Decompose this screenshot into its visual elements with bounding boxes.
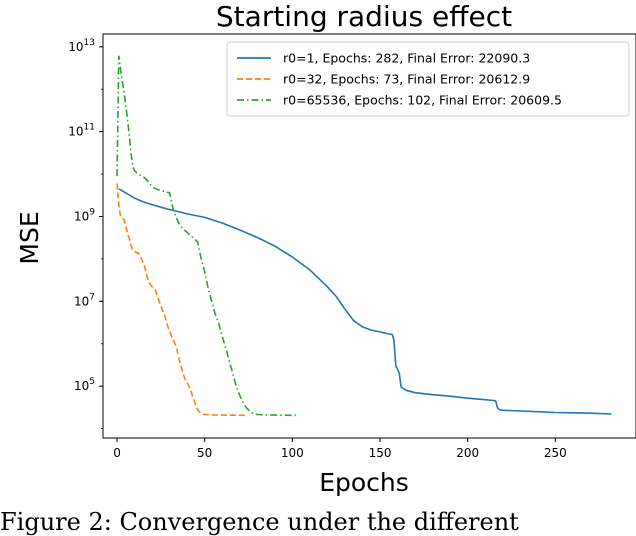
plot-frame [102, 33, 636, 439]
legend-label-1: r0=1, Epochs: 282, Final Error: 22090.3 [283, 51, 530, 66]
legend-box [226, 41, 630, 117]
y-tick-label: 1011 [68, 123, 95, 139]
series-layer [116, 55, 612, 417]
y-tick-label: 109 [74, 207, 95, 223]
series-line-1 [118, 188, 612, 415]
legend-label-2: r0=32, Epochs: 73, Final Error: 20612.9 [283, 72, 530, 87]
figure-caption: Figure 2: Convergence under the differen… [0, 508, 519, 536]
x-axis-title: Epochs [319, 468, 409, 497]
y-tick-label: 107 [74, 292, 95, 308]
x-tick-label: 50 [197, 446, 212, 460]
x-tick-label: 200 [456, 446, 479, 460]
x-tick-label: 150 [369, 446, 392, 460]
y-tick-label: 105 [74, 377, 95, 393]
x-tick-label: 250 [544, 446, 567, 460]
plot-area [102, 33, 636, 439]
y-ticks: 105 107 109 1011 1013 [68, 38, 103, 429]
legend: r0=1, Epochs: 282, Final Error: 22090.3 r… [226, 41, 630, 117]
chart-title: Starting radius effect [216, 0, 512, 33]
x-tick-label: 0 [113, 446, 121, 460]
chart: Starting radius effect 0 50 100 150 200 250 1… [15, 0, 636, 497]
y-tick-label: 1013 [68, 38, 95, 54]
legend-label-3: r0=65536, Epochs: 102, Final Error: 2060… [283, 93, 562, 108]
y-axis-title: MSE [15, 211, 44, 264]
series-line-3 [116, 55, 296, 417]
x-ticks: 0 50 100 150 200 250 [113, 438, 567, 460]
x-tick-label: 100 [281, 446, 304, 460]
series-line-2 [116, 183, 246, 417]
